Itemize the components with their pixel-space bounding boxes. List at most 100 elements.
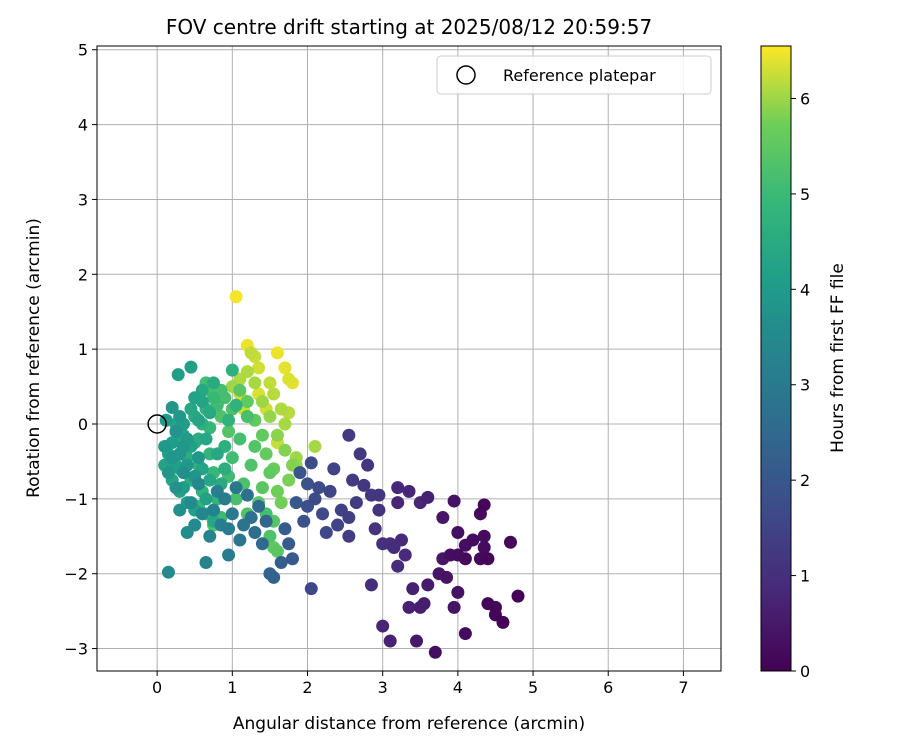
scatter-point: [278, 522, 292, 536]
x-tick-label: 3: [378, 678, 388, 697]
scatter-point: [255, 428, 269, 442]
scatter-point: [188, 391, 202, 405]
scatter-point: [255, 537, 269, 551]
y-tick-label: −3: [64, 640, 88, 659]
scatter-point: [398, 548, 412, 562]
scatter-point: [191, 477, 205, 491]
scatter-point: [229, 481, 243, 495]
scatter-point: [252, 361, 266, 375]
scatter-point: [270, 346, 284, 360]
reference-platepar-marker: [147, 414, 167, 434]
colorbar-tick-label: 6: [800, 89, 810, 108]
scatter-point: [199, 432, 213, 446]
scatter-point: [169, 424, 183, 438]
scatter-point: [282, 473, 296, 487]
scatter-point: [199, 555, 213, 569]
scatter-point: [169, 481, 183, 495]
scatter-point: [327, 462, 341, 476]
colorbar: [760, 45, 792, 672]
scatter-point: [481, 597, 495, 611]
scatter-point: [176, 466, 190, 480]
scatter-points: [158, 290, 525, 659]
scatter-point: [233, 432, 247, 446]
scatter-point: [225, 363, 239, 377]
scatter-point: [263, 466, 277, 480]
scatter-point: [391, 559, 405, 573]
legend: Reference platepar: [436, 55, 712, 95]
scatter-point: [173, 447, 187, 461]
scatter-point: [195, 507, 209, 521]
scatter-point: [391, 481, 405, 495]
scatter-point: [451, 585, 465, 599]
scatter-point: [248, 376, 262, 390]
scatter-point: [267, 387, 281, 401]
scatter-point: [477, 498, 491, 512]
scatter-point: [308, 439, 322, 453]
y-axis-ticks: −3 −2 −1 0 1 2 3 4 5: [64, 41, 97, 659]
scatter-point: [222, 424, 236, 438]
scatter-point: [342, 511, 356, 525]
chart-title: FOV centre drift starting at 2025/08/12 …: [166, 15, 652, 39]
scatter-point: [274, 496, 288, 510]
scatter-point: [222, 548, 236, 562]
scatter-point: [511, 589, 525, 603]
scatter-point: [259, 514, 273, 528]
y-tick-label: −2: [64, 565, 88, 584]
plot-frame: [96, 45, 722, 672]
scatter-point: [503, 535, 517, 549]
scatter-point: [161, 466, 175, 480]
scatter-point: [323, 484, 337, 498]
colorbar-tick-label: 1: [800, 567, 810, 586]
scatter-point: [312, 481, 326, 495]
colorbar-ticks: 0 1 2 3 4 5 6: [791, 89, 810, 681]
scatter-point: [244, 458, 258, 472]
scatter-point: [353, 447, 367, 461]
x-tick-label: 0: [152, 678, 162, 697]
scatter-point: [282, 537, 296, 551]
scatter-point: [229, 290, 243, 304]
scatter-point: [477, 540, 491, 554]
scatter-point: [301, 477, 315, 491]
scatter-point: [191, 413, 205, 427]
legend-entry-reference-platepar: Reference platepar: [503, 66, 656, 85]
scatter-point: [391, 496, 405, 510]
scatter-point: [331, 518, 345, 532]
scatter-point: [278, 443, 292, 457]
scatter-point: [233, 383, 247, 397]
scatter-point: [349, 496, 363, 510]
scatter-point: [158, 439, 172, 453]
y-axis-label: Rotation from reference (arcmin): [24, 218, 44, 498]
scatter-point: [372, 503, 386, 517]
scatter-point: [184, 496, 198, 510]
scatter-point: [244, 346, 258, 360]
scatter-point: [229, 398, 243, 412]
scatter-point: [173, 410, 187, 424]
scatter-point: [342, 529, 356, 543]
y-tick-label: −1: [64, 490, 88, 509]
scatter-point: [173, 503, 187, 517]
scatter-point: [207, 376, 221, 390]
scatter-point: [319, 526, 333, 540]
scatter-point: [278, 417, 292, 431]
y-tick-label: 2: [78, 265, 88, 284]
scatter-point: [361, 458, 375, 472]
scatter-point: [270, 544, 284, 558]
scatter-point: [477, 529, 491, 543]
scatter-point: [421, 578, 435, 592]
scatter-point: [293, 466, 307, 480]
scatter-point: [304, 456, 318, 470]
legend-reference-marker: [456, 65, 476, 85]
scatter-point: [447, 600, 461, 614]
scatter-point: [240, 395, 254, 409]
scatter-point: [440, 570, 454, 584]
scatter-point: [496, 615, 510, 629]
colorbar-tick-label: 3: [800, 376, 810, 395]
scatter-point: [203, 529, 217, 543]
scatter-point: [402, 600, 416, 614]
colorbar-tick-label: 4: [800, 280, 810, 299]
y-tick-label: 3: [78, 190, 88, 209]
scatter-point: [481, 552, 495, 566]
grid-lines: [97, 46, 721, 671]
scatter-point: [413, 600, 427, 614]
scatter-point: [255, 395, 269, 409]
